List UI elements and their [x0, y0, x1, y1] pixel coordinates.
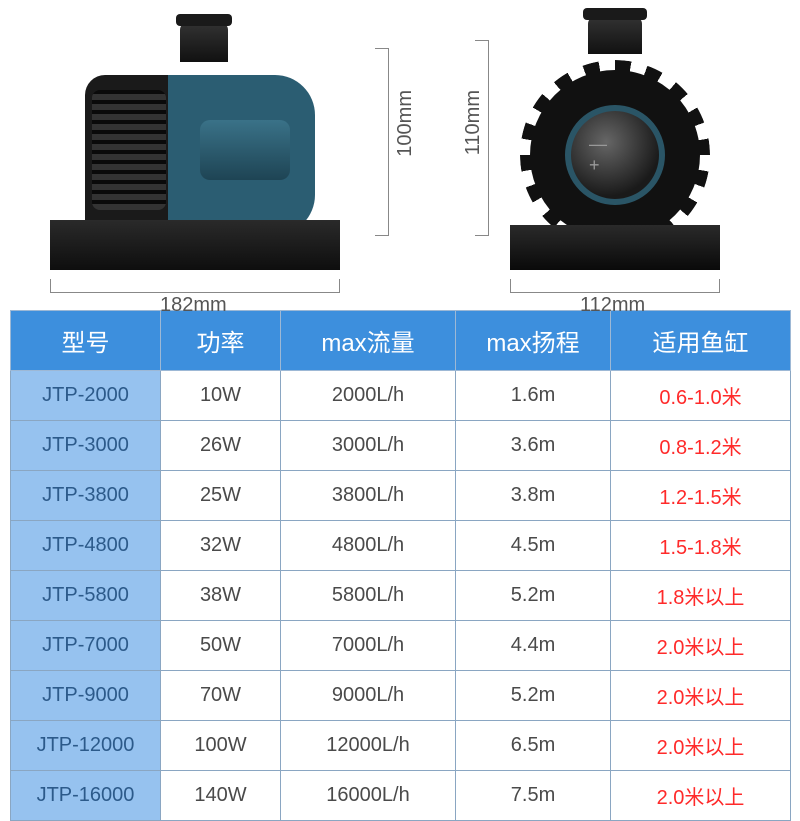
cell-model: JTP-2000 — [11, 371, 161, 421]
cell-model: JTP-4800 — [11, 521, 161, 571]
dim-front-height: 110mm — [462, 90, 485, 155]
cell-tank: 2.0米以上 — [611, 621, 791, 671]
table-row: JTP-16000140W16000L/h7.5m2.0米以上 — [11, 771, 791, 821]
table-row: JTP-12000100W12000L/h6.5m2.0米以上 — [11, 721, 791, 771]
pump-front-base — [510, 225, 720, 270]
dim-bracket-front-width — [510, 292, 720, 293]
col-header-power: 功率 — [161, 311, 281, 371]
cell-tank: 1.5-1.8米 — [611, 521, 791, 571]
cell-power: 140W — [161, 771, 281, 821]
cell-power: 32W — [161, 521, 281, 571]
cell-head: 1.6m — [456, 371, 611, 421]
cell-tank: 2.0米以上 — [611, 671, 791, 721]
dim-bracket-side-width — [50, 292, 340, 293]
pump-front-outlet — [588, 16, 642, 54]
dim-bracket-front-height — [488, 40, 489, 236]
table-row: JTP-380025W3800L/h3.8m1.2-1.5米 — [11, 471, 791, 521]
dim-bracket-side-height — [388, 48, 389, 236]
table-row: JTP-480032W4800L/h4.5m1.5-1.8米 — [11, 521, 791, 571]
dim-side-height: 100mm — [394, 90, 417, 157]
cell-tank: 1.2-1.5米 — [611, 471, 791, 521]
pump-outlet — [180, 22, 228, 62]
cell-model: JTP-7000 — [11, 621, 161, 671]
pump-base — [50, 220, 340, 270]
cell-flow: 4800L/h — [281, 521, 456, 571]
cell-flow: 3800L/h — [281, 471, 456, 521]
table-row: JTP-300026W3000L/h3.6m0.8-1.2米 — [11, 421, 791, 471]
dim-side-width: 182mm — [160, 294, 227, 317]
cell-head: 5.2m — [456, 671, 611, 721]
table-header-row: 型号 功率 max流量 max扬程 适用鱼缸 — [11, 311, 791, 371]
table-row: JTP-900070W9000L/h5.2m2.0米以上 — [11, 671, 791, 721]
cell-power: 10W — [161, 371, 281, 421]
spec-table: 型号 功率 max流量 max扬程 适用鱼缸 JTP-200010W2000L/… — [10, 310, 791, 821]
pump-grille — [92, 90, 166, 210]
cell-power: 26W — [161, 421, 281, 471]
cell-flow: 3000L/h — [281, 421, 456, 471]
cell-tank: 2.0米以上 — [611, 721, 791, 771]
cell-head: 4.5m — [456, 521, 611, 571]
cell-tank: 1.8米以上 — [611, 571, 791, 621]
cell-flow: 7000L/h — [281, 621, 456, 671]
table-row: JTP-580038W5800L/h5.2m1.8米以上 — [11, 571, 791, 621]
cell-head: 7.5m — [456, 771, 611, 821]
pump-housing — [200, 120, 290, 180]
cell-model: JTP-3800 — [11, 471, 161, 521]
cell-flow: 16000L/h — [281, 771, 456, 821]
cell-model: JTP-12000 — [11, 721, 161, 771]
cell-tank: 0.6-1.0米 — [611, 371, 791, 421]
col-header-model: 型号 — [11, 311, 161, 371]
pump-adjust-knob — [565, 105, 665, 205]
cell-power: 38W — [161, 571, 281, 621]
cell-flow: 2000L/h — [281, 371, 456, 421]
cell-tank: 0.8-1.2米 — [611, 421, 791, 471]
cell-head: 3.6m — [456, 421, 611, 471]
table-row: JTP-700050W7000L/h4.4m2.0米以上 — [11, 621, 791, 671]
cell-head: 5.2m — [456, 571, 611, 621]
cell-head: 4.4m — [456, 621, 611, 671]
cell-head: 6.5m — [456, 721, 611, 771]
pump-side-view — [50, 10, 350, 270]
col-header-tank: 适用鱼缸 — [611, 311, 791, 371]
cell-model: JTP-5800 — [11, 571, 161, 621]
cell-tank: 2.0米以上 — [611, 771, 791, 821]
col-header-head: max扬程 — [456, 311, 611, 371]
cell-flow: 5800L/h — [281, 571, 456, 621]
cell-model: JTP-9000 — [11, 671, 161, 721]
table-row: JTP-200010W2000L/h1.6m0.6-1.0米 — [11, 371, 791, 421]
cell-head: 3.8m — [456, 471, 611, 521]
cell-power: 70W — [161, 671, 281, 721]
cell-model: JTP-16000 — [11, 771, 161, 821]
cell-power: 25W — [161, 471, 281, 521]
col-header-flow: max流量 — [281, 311, 456, 371]
cell-flow: 9000L/h — [281, 671, 456, 721]
cell-power: 100W — [161, 721, 281, 771]
product-diagram: 100mm 182mm 110mm 112mm — [0, 0, 800, 310]
cell-model: JTP-3000 — [11, 421, 161, 471]
dim-front-width: 112mm — [580, 294, 645, 317]
pump-front-view — [510, 10, 720, 270]
cell-flow: 12000L/h — [281, 721, 456, 771]
cell-power: 50W — [161, 621, 281, 671]
